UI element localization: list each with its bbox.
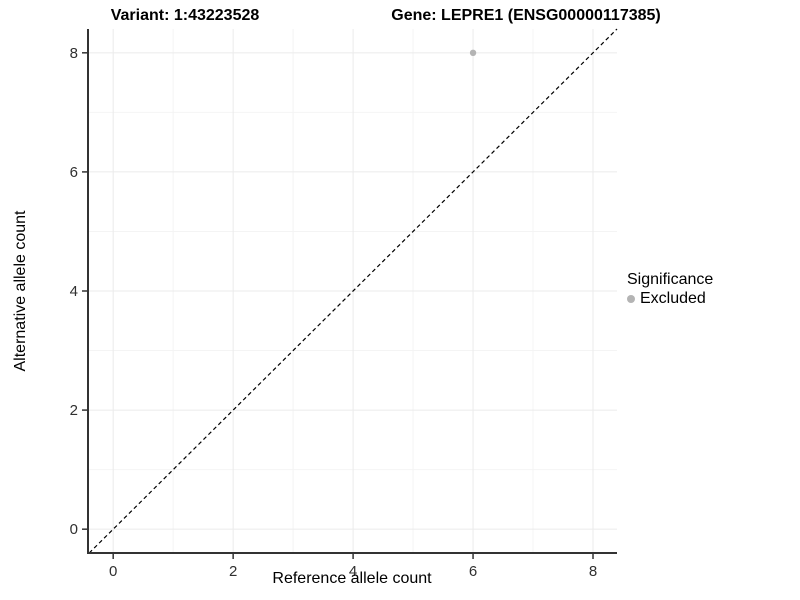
excluded-point-icon (627, 294, 635, 303)
legend-entry-label: Excluded (640, 290, 706, 307)
identity-reference-line (88, 28, 618, 554)
x-axis-title: Reference allele count (272, 570, 432, 587)
legend: Significance Excluded (627, 270, 713, 308)
x-tick-label: 2 (229, 563, 237, 580)
y-axis-title: Alternative allele count (12, 210, 29, 372)
gene-title: Gene: LEPRE1 (ENSG00000117385) (391, 7, 661, 24)
legend-title: Significance (627, 271, 714, 288)
y-tick-label: 4 (70, 283, 78, 300)
x-tick-label: 8 (589, 563, 597, 580)
x-tick-label: 6 (469, 563, 477, 580)
y-tick-label: 0 (70, 521, 78, 538)
y-tick-label: 2 (70, 402, 78, 419)
y-tick-label: 6 (70, 164, 78, 181)
legend-entry-excluded: Excluded (627, 289, 713, 308)
x-tick-label: 0 (109, 563, 117, 580)
y-tick-label: 8 (70, 45, 78, 62)
data-point (469, 49, 477, 57)
x-tick-label: 4 (349, 563, 357, 580)
variant-title: Variant: 1:43223528 (110, 7, 260, 24)
